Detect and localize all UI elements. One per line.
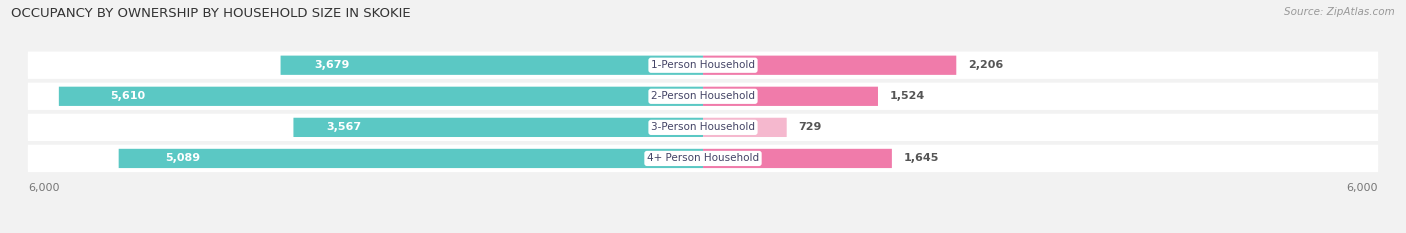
FancyBboxPatch shape <box>703 149 891 168</box>
Text: 2-Person Household: 2-Person Household <box>651 91 755 101</box>
Text: Source: ZipAtlas.com: Source: ZipAtlas.com <box>1284 7 1395 17</box>
Text: 1-Person Household: 1-Person Household <box>651 60 755 70</box>
Text: 1,645: 1,645 <box>904 154 939 163</box>
Text: 6,000: 6,000 <box>1347 183 1378 193</box>
FancyBboxPatch shape <box>703 87 877 106</box>
FancyBboxPatch shape <box>118 149 703 168</box>
Text: 5,610: 5,610 <box>111 91 145 101</box>
Text: 3-Person Household: 3-Person Household <box>651 122 755 132</box>
FancyBboxPatch shape <box>28 51 1378 79</box>
Text: 6,000: 6,000 <box>28 183 59 193</box>
FancyBboxPatch shape <box>59 87 703 106</box>
Text: OCCUPANCY BY OWNERSHIP BY HOUSEHOLD SIZE IN SKOKIE: OCCUPANCY BY OWNERSHIP BY HOUSEHOLD SIZE… <box>11 7 411 20</box>
FancyBboxPatch shape <box>294 118 703 137</box>
Text: 3,567: 3,567 <box>326 122 361 132</box>
Text: 4+ Person Household: 4+ Person Household <box>647 154 759 163</box>
Text: 3,679: 3,679 <box>315 60 350 70</box>
Text: 5,089: 5,089 <box>166 154 201 163</box>
FancyBboxPatch shape <box>28 114 1378 141</box>
Text: 2,206: 2,206 <box>967 60 1002 70</box>
FancyBboxPatch shape <box>281 56 703 75</box>
FancyBboxPatch shape <box>703 56 956 75</box>
FancyBboxPatch shape <box>28 145 1378 172</box>
FancyBboxPatch shape <box>703 118 787 137</box>
Text: 729: 729 <box>799 122 821 132</box>
Text: 1,524: 1,524 <box>890 91 925 101</box>
FancyBboxPatch shape <box>28 83 1378 110</box>
